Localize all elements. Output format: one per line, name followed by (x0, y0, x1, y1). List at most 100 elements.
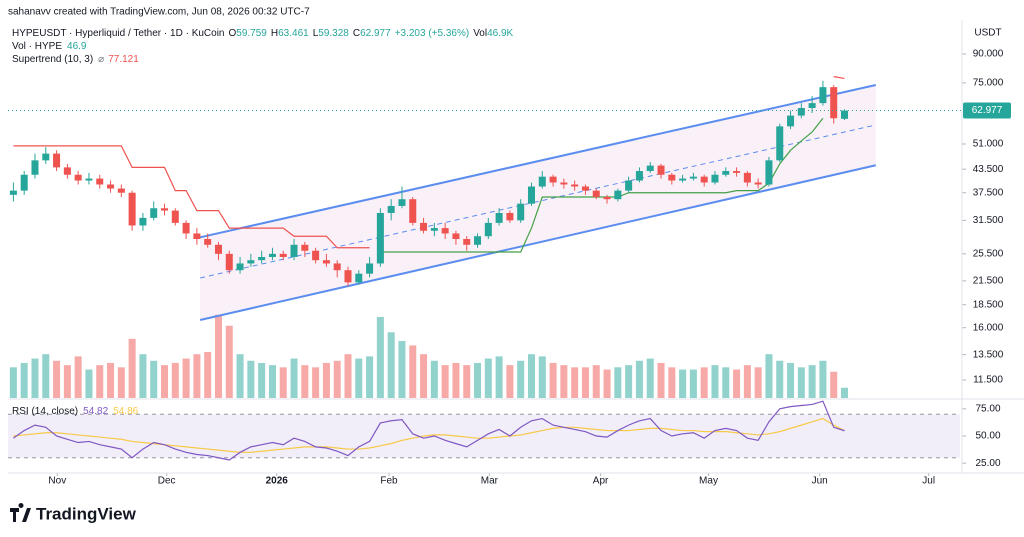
vol-title: Vol · HYPE (12, 41, 62, 52)
candle-body (689, 176, 697, 179)
candle-body (743, 172, 751, 183)
volume-bar (63, 365, 71, 398)
volume-bar (538, 356, 546, 398)
volume-bar (204, 352, 212, 398)
volume-bar (290, 358, 298, 398)
volume-bar (20, 362, 28, 398)
volume-bar (700, 367, 708, 398)
volume-bar (484, 358, 492, 398)
candle-body (96, 178, 104, 185)
volume-bar (430, 360, 438, 398)
candle-body (592, 190, 600, 198)
credit: sahanavv created with TradingView.com, J… (8, 7, 310, 18)
supertrend-up (380, 117, 824, 253)
volume-bar (689, 369, 697, 398)
logo-text: TradingView (36, 504, 137, 523)
y-tick-label: 75.000 (973, 77, 1004, 88)
candle-body (139, 217, 147, 226)
candle-body (700, 176, 708, 183)
volume-bar (527, 354, 535, 398)
rsi-tick-label: 50.00 (975, 431, 1000, 442)
candle-body (841, 110, 849, 119)
volume-bar (333, 360, 341, 398)
volume-bar (474, 362, 482, 398)
supertrend-down (13, 145, 370, 249)
volume-bar (679, 369, 687, 398)
volume-bar (668, 367, 676, 398)
volume-bar (268, 365, 276, 398)
candle-body (668, 174, 676, 181)
channel-line (199, 84, 877, 239)
candle-body (646, 165, 654, 172)
legend-volume: Vol · HYPE 46.9 (12, 41, 87, 52)
volume-bar (581, 367, 589, 398)
x-tick-label: Jul (922, 476, 935, 487)
change: +3.203 (+5.36%) (395, 28, 470, 39)
volume-bar (107, 362, 115, 398)
candle-body (560, 182, 568, 185)
candle-body (279, 253, 287, 257)
candle-body (85, 178, 93, 181)
y-tick-label: 25.500 (973, 248, 1004, 259)
candle-body (614, 190, 622, 200)
x-tick-label: Mar (481, 476, 499, 487)
volume-bar (787, 362, 795, 398)
l-value: 59.328 (318, 28, 349, 39)
volume-bar (841, 387, 849, 398)
c-value: 62.977 (360, 28, 391, 39)
candle-body (797, 107, 805, 116)
volume-bar (258, 362, 266, 398)
candle-body (808, 103, 816, 108)
candle-body (322, 260, 330, 264)
candle-body (635, 171, 643, 181)
channel-fill (200, 84, 876, 320)
y-tick-label: 37.500 (973, 187, 1004, 198)
volume-bar (322, 362, 330, 398)
candle-body (312, 250, 320, 261)
y-tick-label: 16.000 (973, 322, 1004, 333)
candle-body (679, 178, 687, 181)
candle-body (204, 239, 212, 245)
volume-bar (366, 356, 374, 398)
candle-body (355, 273, 363, 283)
volume-bar (722, 367, 730, 398)
candle-body (128, 192, 136, 226)
candle-body (506, 212, 514, 221)
y-tick-label: 21.500 (973, 276, 1004, 287)
c-label: C (353, 28, 360, 39)
volume-bar (74, 356, 82, 398)
symbol: HYPEUSDT · Hyperliquid / Tether · 1D · K… (12, 28, 225, 39)
volume-bar (355, 358, 363, 398)
volume-bar (625, 365, 633, 398)
x-tick-label: Apr (593, 476, 609, 487)
volume-bar (387, 332, 395, 398)
y-tick-label: 51.000 (973, 139, 1004, 150)
volume-bar (53, 360, 61, 398)
legend-main: HYPEUSDT · Hyperliquid / Tether · 1D · K… (12, 28, 514, 39)
candle-body (398, 199, 406, 206)
candle-body (517, 203, 525, 221)
candle-body (74, 174, 82, 181)
volume-bar (376, 316, 384, 398)
volume-bar (139, 354, 147, 398)
vol-value: 46.9K (487, 28, 513, 39)
volume-bar (161, 365, 169, 398)
candle-body (409, 199, 417, 223)
candle-body (830, 87, 838, 119)
x-tick-label: Dec (158, 476, 176, 487)
layers: 90.000 75.000 51.000 43.500 37.500 31.500 25.5… (8, 49, 1011, 487)
volume-bar (452, 362, 460, 398)
candle-body (20, 174, 28, 191)
candle-body (441, 228, 449, 234)
volume-bar (635, 360, 643, 398)
candle-body (452, 233, 460, 240)
volume-bar (420, 354, 428, 398)
candle-body (463, 239, 471, 245)
candle-body (9, 190, 17, 195)
candle-body (344, 270, 352, 283)
candle-body (430, 228, 438, 231)
candle-body (290, 244, 298, 257)
candle-body (657, 165, 665, 175)
candle-body (301, 244, 309, 251)
